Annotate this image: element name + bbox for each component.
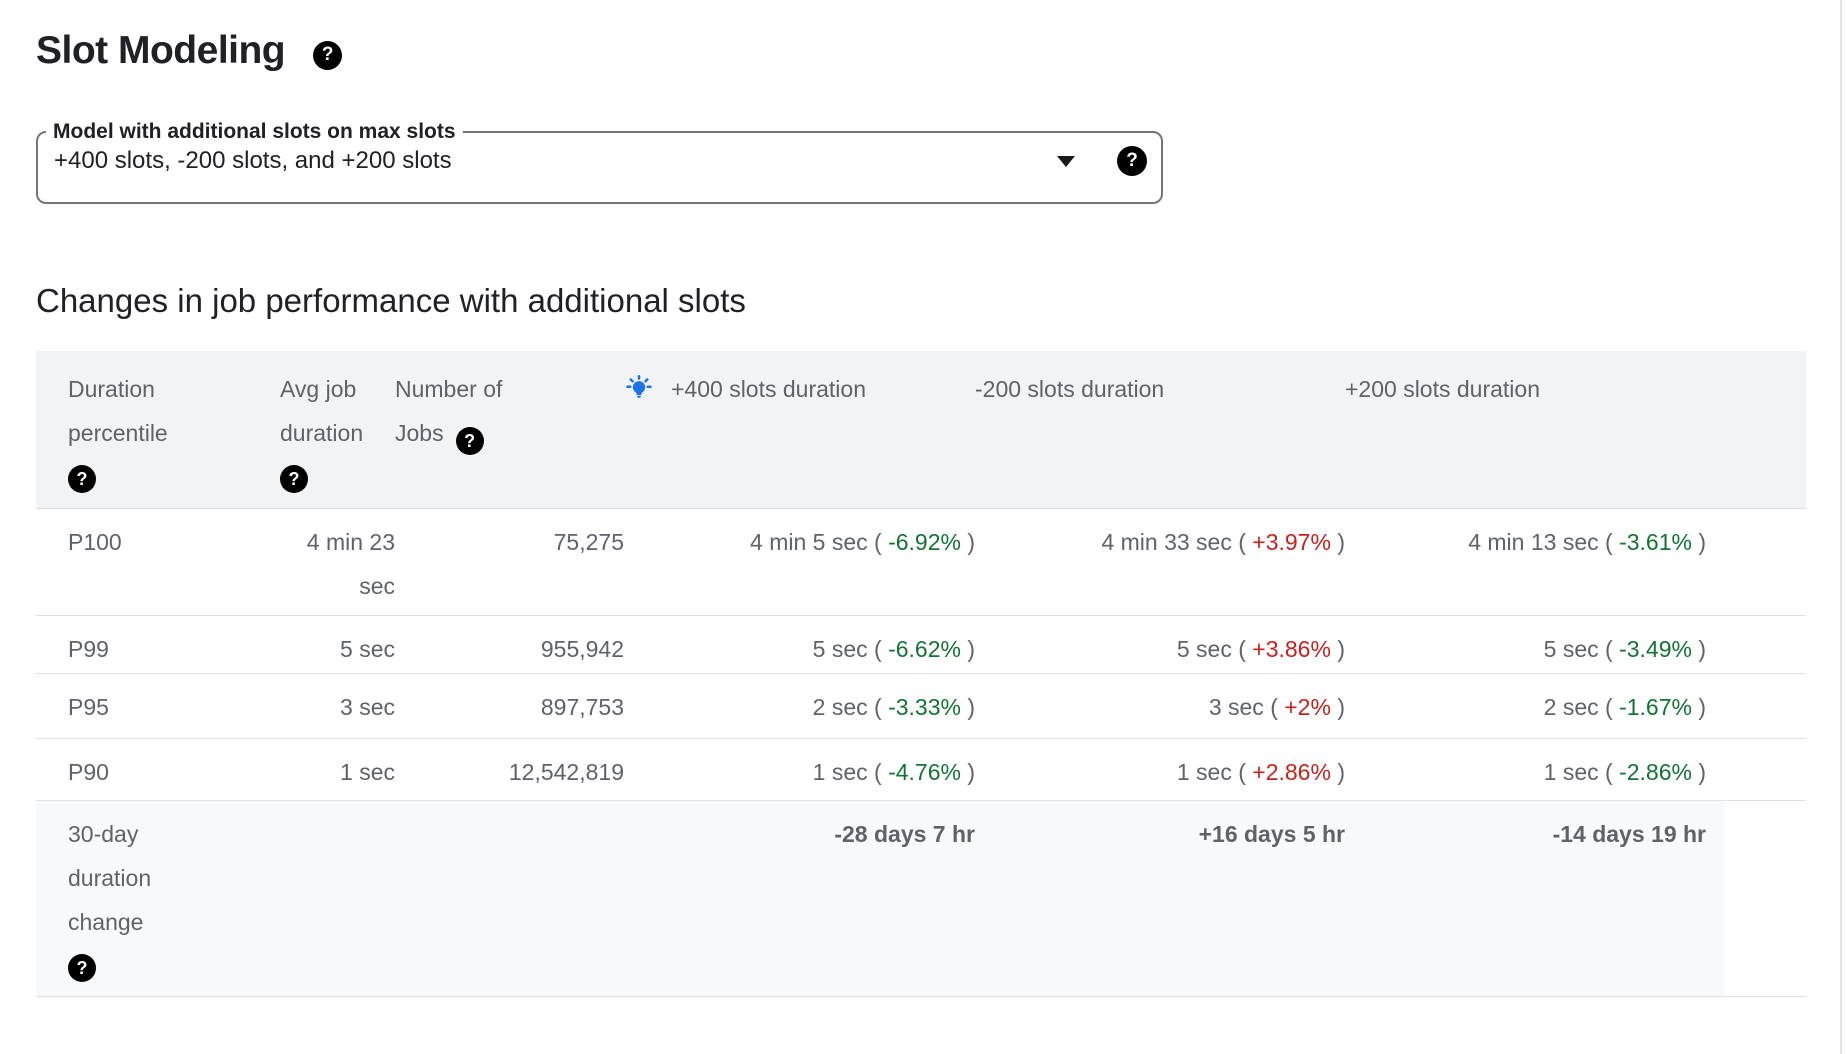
cell-minus200-duration: 1 sec ( +2.86% ): [975, 738, 1345, 801]
cell-spacer: [1725, 615, 1806, 674]
percent-change: -6.62%: [888, 635, 961, 662]
cell-plus200-duration: 2 sec ( -1.67% ): [1345, 673, 1725, 739]
cell-number-of-jobs: 75,275: [395, 508, 624, 616]
cell-avg-job-duration: 1 sec: [250, 738, 395, 801]
cell-duration-percentile: P100: [36, 508, 250, 616]
section-heading: Changes in job performance with addition…: [36, 282, 746, 319]
column-header-spacer: [1725, 351, 1806, 509]
model-slots-select-value: +400 slots, -200 slots, and +200 slots: [54, 147, 452, 174]
footer-cell-empty: [395, 800, 624, 997]
help-icon-30-day-duration-change[interactable]: ?: [68, 953, 96, 982]
percent-change: -6.92%: [888, 528, 961, 555]
cell-number-of-jobs: 897,753: [395, 673, 624, 739]
cell-plus200-duration: 4 min 13 sec ( -3.61% ): [1345, 508, 1725, 616]
page-title: Slot Modeling: [36, 29, 286, 72]
column-header-plus400-duration: +400 slots duration: [624, 351, 975, 509]
percent-change: +2.86%: [1252, 758, 1331, 785]
percent-change: -3.33%: [888, 693, 961, 720]
cell-minus200-duration: 5 sec ( +3.86% ): [975, 615, 1345, 674]
percent-change: +3.86%: [1252, 635, 1331, 662]
footer-plus400-total: -28 days 7 hr: [624, 800, 975, 997]
cell-number-of-jobs: 955,942: [395, 615, 624, 674]
model-slots-select[interactable]: Model with additional slots on max slots…: [36, 120, 1163, 204]
cell-minus200-duration: 4 min 33 sec ( +3.97% ): [975, 508, 1345, 616]
footer-cell-spacer: [1725, 800, 1806, 997]
footer-minus200-total: +16 days 5 hr: [975, 800, 1345, 997]
column-header-plus200-duration: +200 slots duration: [1345, 351, 1725, 509]
cell-plus200-duration: 1 sec ( -2.86% ): [1345, 738, 1725, 801]
table-footer-row-30-day-duration-change: 30-day duration change? -28 days 7 hr +16 da…: [36, 800, 1806, 997]
column-header-avg-job-duration: Avg job duration ?: [250, 351, 395, 509]
percent-change: -3.61%: [1619, 528, 1692, 555]
model-slots-select-label: Model with additional slots on max slots: [53, 120, 456, 143]
help-icon-avg-job-duration[interactable]: ?: [280, 465, 308, 493]
help-icon-slot-modeling[interactable]: ?: [313, 40, 343, 70]
help-icon-model-select[interactable]: ?: [1117, 146, 1147, 176]
column-header-number-of-jobs: Number of Jobs?: [395, 351, 624, 509]
table-header-row: Duration percentile ? Avg job duration ?…: [36, 351, 1806, 509]
job-performance-table: Duration percentile ? Avg job duration ?…: [36, 351, 1806, 997]
page-right-divider: [1840, 0, 1842, 1054]
footer-label-30-day-duration-change: 30-day duration change?: [36, 800, 250, 997]
table-row-p95: P95 3 sec 897,753 2 sec ( -3.33% ) 3 sec ( +…: [36, 673, 1806, 739]
cell-duration-percentile: P95: [36, 673, 250, 739]
cell-spacer: [1725, 508, 1806, 616]
column-header-duration-percentile: Duration percentile ?: [36, 351, 250, 509]
cell-plus400-duration: 4 min 5 sec ( -6.92% ): [624, 508, 975, 616]
cell-plus400-duration: 2 sec ( -3.33% ): [624, 673, 975, 739]
help-icon-number-of-jobs[interactable]: ?: [455, 427, 484, 455]
cell-spacer: [1725, 673, 1806, 739]
model-slots-select-row[interactable]: +400 slots, -200 slots, and +200 slots ?: [38, 144, 1161, 176]
dropdown-arrow-icon[interactable]: [1057, 155, 1075, 167]
percent-change: -4.76%: [888, 758, 961, 785]
cell-avg-job-duration: 3 sec: [250, 673, 395, 739]
column-header-minus200-duration: -200 slots duration: [975, 351, 1345, 509]
table-row-p100: P100 4 min 23 sec 75,275 4 min 5 sec ( -6.9…: [36, 508, 1806, 616]
cell-avg-job-duration: 4 min 23 sec: [250, 508, 395, 616]
cell-duration-percentile: P99: [36, 615, 250, 674]
percent-change: -1.67%: [1619, 693, 1692, 720]
percent-change: -3.49%: [1619, 635, 1692, 662]
page-title-row: Slot Modeling ?: [36, 26, 1846, 76]
cell-spacer: [1725, 738, 1806, 801]
cell-number-of-jobs: 12,542,819: [395, 738, 624, 801]
cell-plus400-duration: 5 sec ( -6.62% ): [624, 615, 975, 674]
cell-minus200-duration: 3 sec ( +2% ): [975, 673, 1345, 739]
cell-plus400-duration: 1 sec ( -4.76% ): [624, 738, 975, 801]
cell-plus200-duration: 5 sec ( -3.49% ): [1345, 615, 1725, 674]
tips-bulb-icon[interactable]: [624, 374, 654, 404]
help-icon-duration-percentile[interactable]: ?: [68, 465, 96, 493]
footer-cell-empty: [250, 800, 395, 997]
footer-plus200-total: -14 days 19 hr: [1345, 800, 1725, 997]
cell-duration-percentile: P90: [36, 738, 250, 801]
percent-change: +3.97%: [1252, 528, 1331, 555]
table-row-p99: P99 5 sec 955,942 5 sec ( -6.62% ) 5 sec ( +…: [36, 615, 1806, 674]
percent-change: +2%: [1284, 693, 1331, 720]
table-row-p90: P90 1 sec 12,542,819 1 sec ( -4.76% ) 1 sec …: [36, 738, 1806, 801]
percent-change: -2.86%: [1619, 758, 1692, 785]
cell-avg-job-duration: 5 sec: [250, 615, 395, 674]
